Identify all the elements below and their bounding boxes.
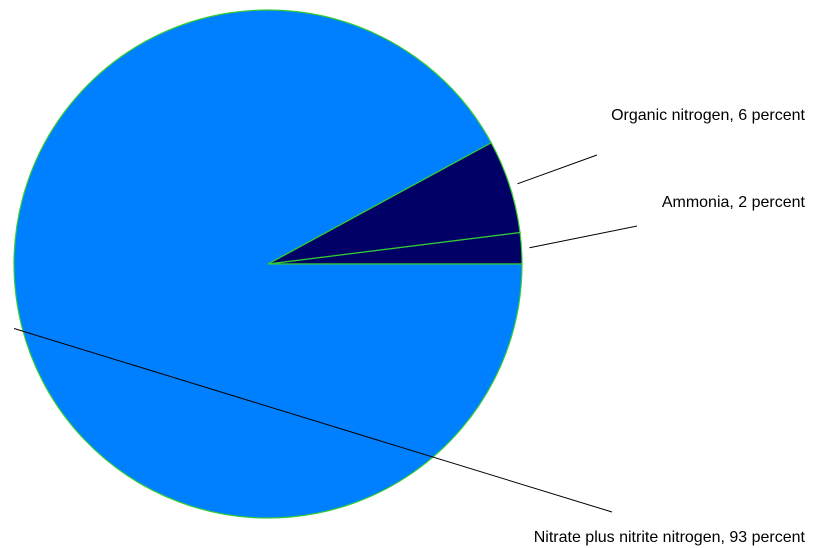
leader-lines bbox=[13, 154, 638, 513]
slice-label-ammonia: Ammonia, 2 percent bbox=[662, 194, 806, 211]
slice-labels: Organic nitrogen, 6 percent Ammonia, 2 p… bbox=[534, 107, 806, 546]
slice-label-nitrate-plus-nitrite: Nitrate plus nitrite nitrogen, 93 percen… bbox=[534, 529, 806, 546]
slice-label-organic-nitrogen: Organic nitrogen, 6 percent bbox=[611, 107, 805, 124]
pie-slices bbox=[13, 9, 523, 519]
leader-line-organic-nitrogen bbox=[517, 154, 598, 185]
slice-nitrate-plus-nitrite bbox=[13, 9, 523, 519]
leader-line-nitrate-plus-nitrite bbox=[13, 328, 613, 513]
leader-line-ammonia bbox=[529, 225, 638, 249]
